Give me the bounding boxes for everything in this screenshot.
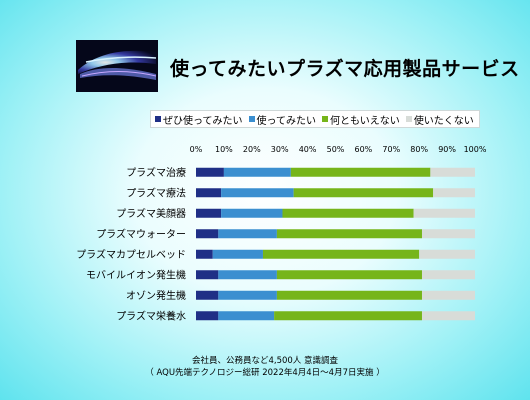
x-tick-label: 90% (438, 145, 456, 154)
category-label: プラズマ栄養水 (116, 309, 186, 322)
bar-segment (276, 270, 422, 280)
bar-segment (196, 249, 213, 259)
bar-segment (430, 167, 475, 177)
bar-segment (218, 311, 275, 321)
bar-segment (413, 208, 475, 218)
bar-segment (196, 188, 222, 198)
x-tick-label: 40% (299, 145, 317, 154)
legend-item: ぜひ使ってみたい (155, 112, 243, 127)
bar-segment (212, 249, 263, 259)
legend-swatch (322, 116, 328, 122)
bar-segment (293, 188, 434, 198)
bar-segment (218, 270, 277, 280)
survey-source-note: （ AQU先端テクノロジー総研 2022年4月4日～4月7日実施 ） (145, 368, 385, 378)
x-tick-label: 100% (464, 145, 487, 154)
bar-segment (276, 229, 422, 239)
category-label: モバイルイオン発生機 (86, 268, 186, 281)
category-label: プラズマ治療 (126, 166, 186, 179)
bar-segment (196, 208, 222, 218)
x-tick-label: 80% (410, 145, 428, 154)
legend-swatch (405, 116, 412, 122)
legend-label: 使ってみたい (256, 115, 317, 127)
bar-segment (221, 188, 294, 198)
bar-segment (218, 229, 277, 239)
legend-swatch (155, 116, 161, 122)
x-tick-label: 50% (327, 145, 345, 154)
bar-segment (421, 229, 475, 239)
bar-segment (221, 208, 283, 218)
bar-segment (218, 290, 277, 300)
legend-item: 使いたくない (405, 112, 474, 127)
legend-item: 何ともいえない (322, 112, 400, 127)
x-tick-label: 20% (243, 145, 261, 154)
legend-item: 使ってみたい (248, 112, 317, 127)
legend-label: ぜひ使ってみたい (163, 115, 243, 127)
bar-segment (419, 249, 475, 259)
bar-segment (276, 290, 422, 300)
x-tick-label: 10% (215, 145, 233, 154)
page-title: 使ってみたいプラズマ応用製品サービス (170, 58, 520, 80)
category-label: プラズマ美顔器 (116, 207, 186, 220)
bar-segment (421, 311, 475, 321)
bar-segment (282, 208, 414, 218)
bar-segment (421, 290, 475, 300)
plasma-image (76, 40, 158, 92)
stacked-bar-chart: 0% 10% 20% 30% 40% 50% 60% 70% 80% 90% 100%プラズマ治療プ… (76, 145, 487, 322)
chart-legend: ぜひ使ってみたい 使ってみたい 何ともいえない 使いたくない (150, 110, 480, 128)
x-tick-label: 30% (271, 145, 289, 154)
bar-segment (196, 167, 224, 177)
category-label: プラズマ療法 (126, 186, 186, 199)
category-label: プラズマカプセルベッド (76, 248, 186, 261)
legend-label: 使いたくない (413, 115, 474, 127)
x-tick-label: 60% (355, 145, 373, 154)
bar-segment (196, 270, 219, 280)
bar-segment (196, 290, 219, 300)
bar-segment (196, 229, 219, 239)
bar-segment (274, 311, 422, 321)
bar-segment (290, 167, 431, 177)
bar-segment (196, 311, 219, 321)
bar-segment (262, 249, 420, 259)
category-label: プラズマウォーター (96, 227, 186, 240)
bar-segment (433, 188, 475, 198)
legend-swatch (248, 116, 255, 122)
x-tick-label: 70% (382, 145, 400, 154)
category-label: オゾン発生機 (126, 289, 186, 302)
bar-segment (421, 270, 475, 280)
survey-note: 会社員、公務員など4,500人 意識調査 (191, 356, 339, 366)
bar-segment (223, 167, 291, 177)
legend-label: 何ともいえない (330, 115, 400, 127)
x-tick-label: 0% (190, 145, 203, 154)
